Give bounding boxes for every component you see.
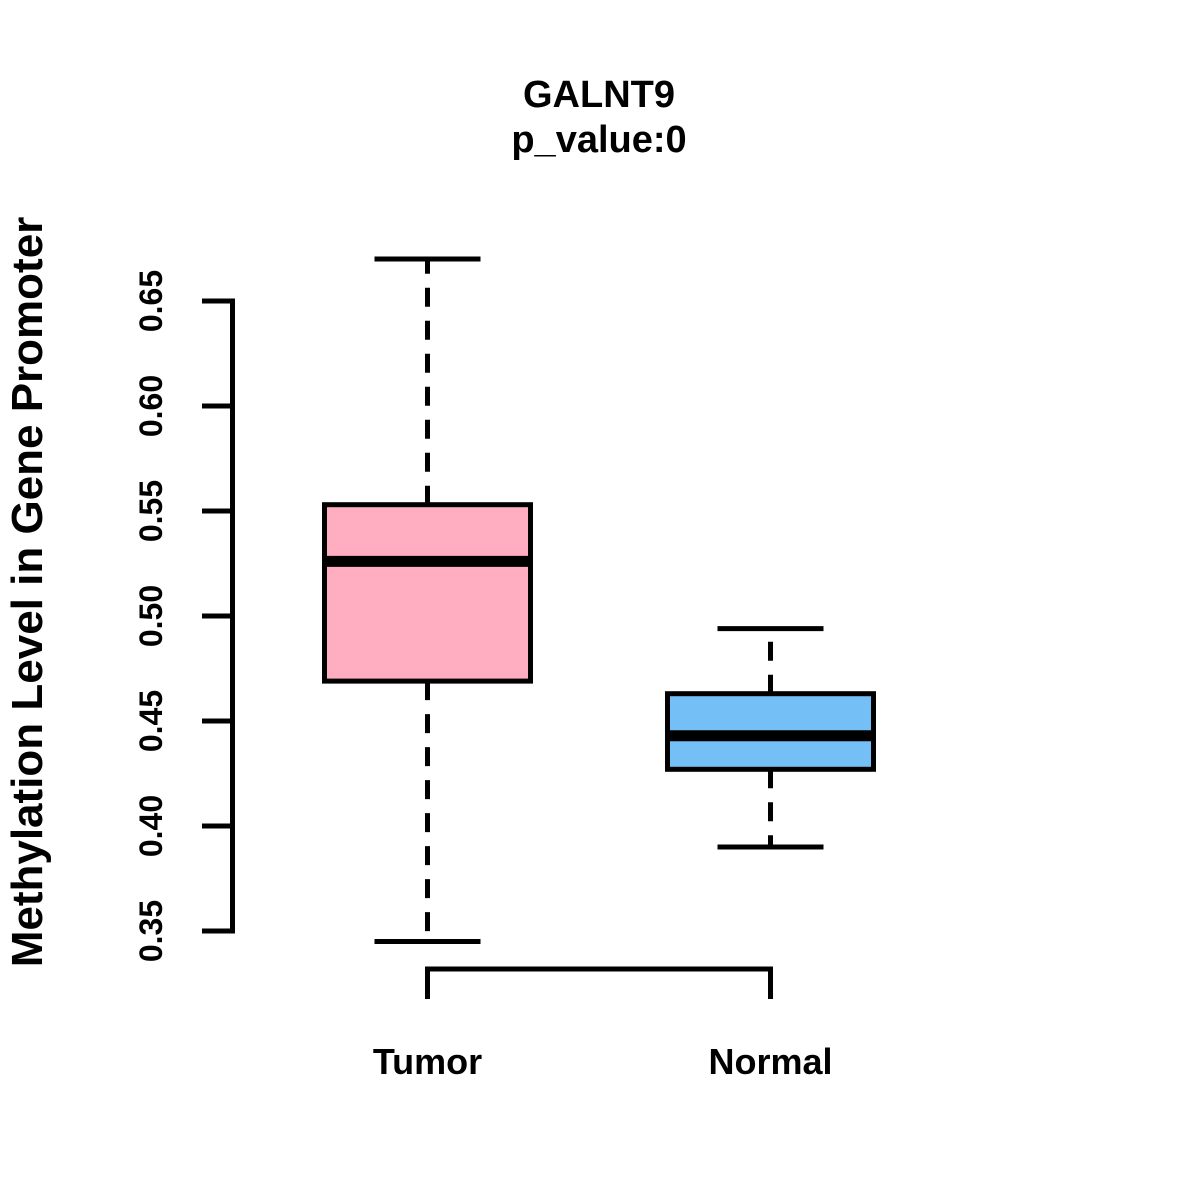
y-axis-tick-label: 0.35 [133, 900, 169, 962]
y-axis-tick-label: 0.65 [133, 270, 169, 332]
y-axis-tick-label: 0.40 [133, 795, 169, 857]
box-tumor [322, 502, 533, 684]
category-label-normal: Normal [708, 1041, 832, 1082]
chart-subtitle: p_value:0 [511, 119, 686, 161]
y-axis-title: Methylation Level in Gene Promoter [3, 217, 52, 968]
y-axis-tick-label: 0.60 [133, 375, 169, 437]
category-label-tumor: Tumor [373, 1041, 482, 1082]
y-axis-tick-label: 0.50 [133, 585, 169, 647]
plot-layer: 0.35 0.40 0.45 0.50 0.55 0.60 0.65 Tumor Normal [133, 256, 876, 1082]
y-axis-tick-label: 0.45 [133, 690, 169, 752]
comparison-bracket [425, 966, 773, 999]
y-axis-tick-label: 0.55 [133, 480, 169, 542]
chart-title: GALNT9 [523, 74, 675, 116]
